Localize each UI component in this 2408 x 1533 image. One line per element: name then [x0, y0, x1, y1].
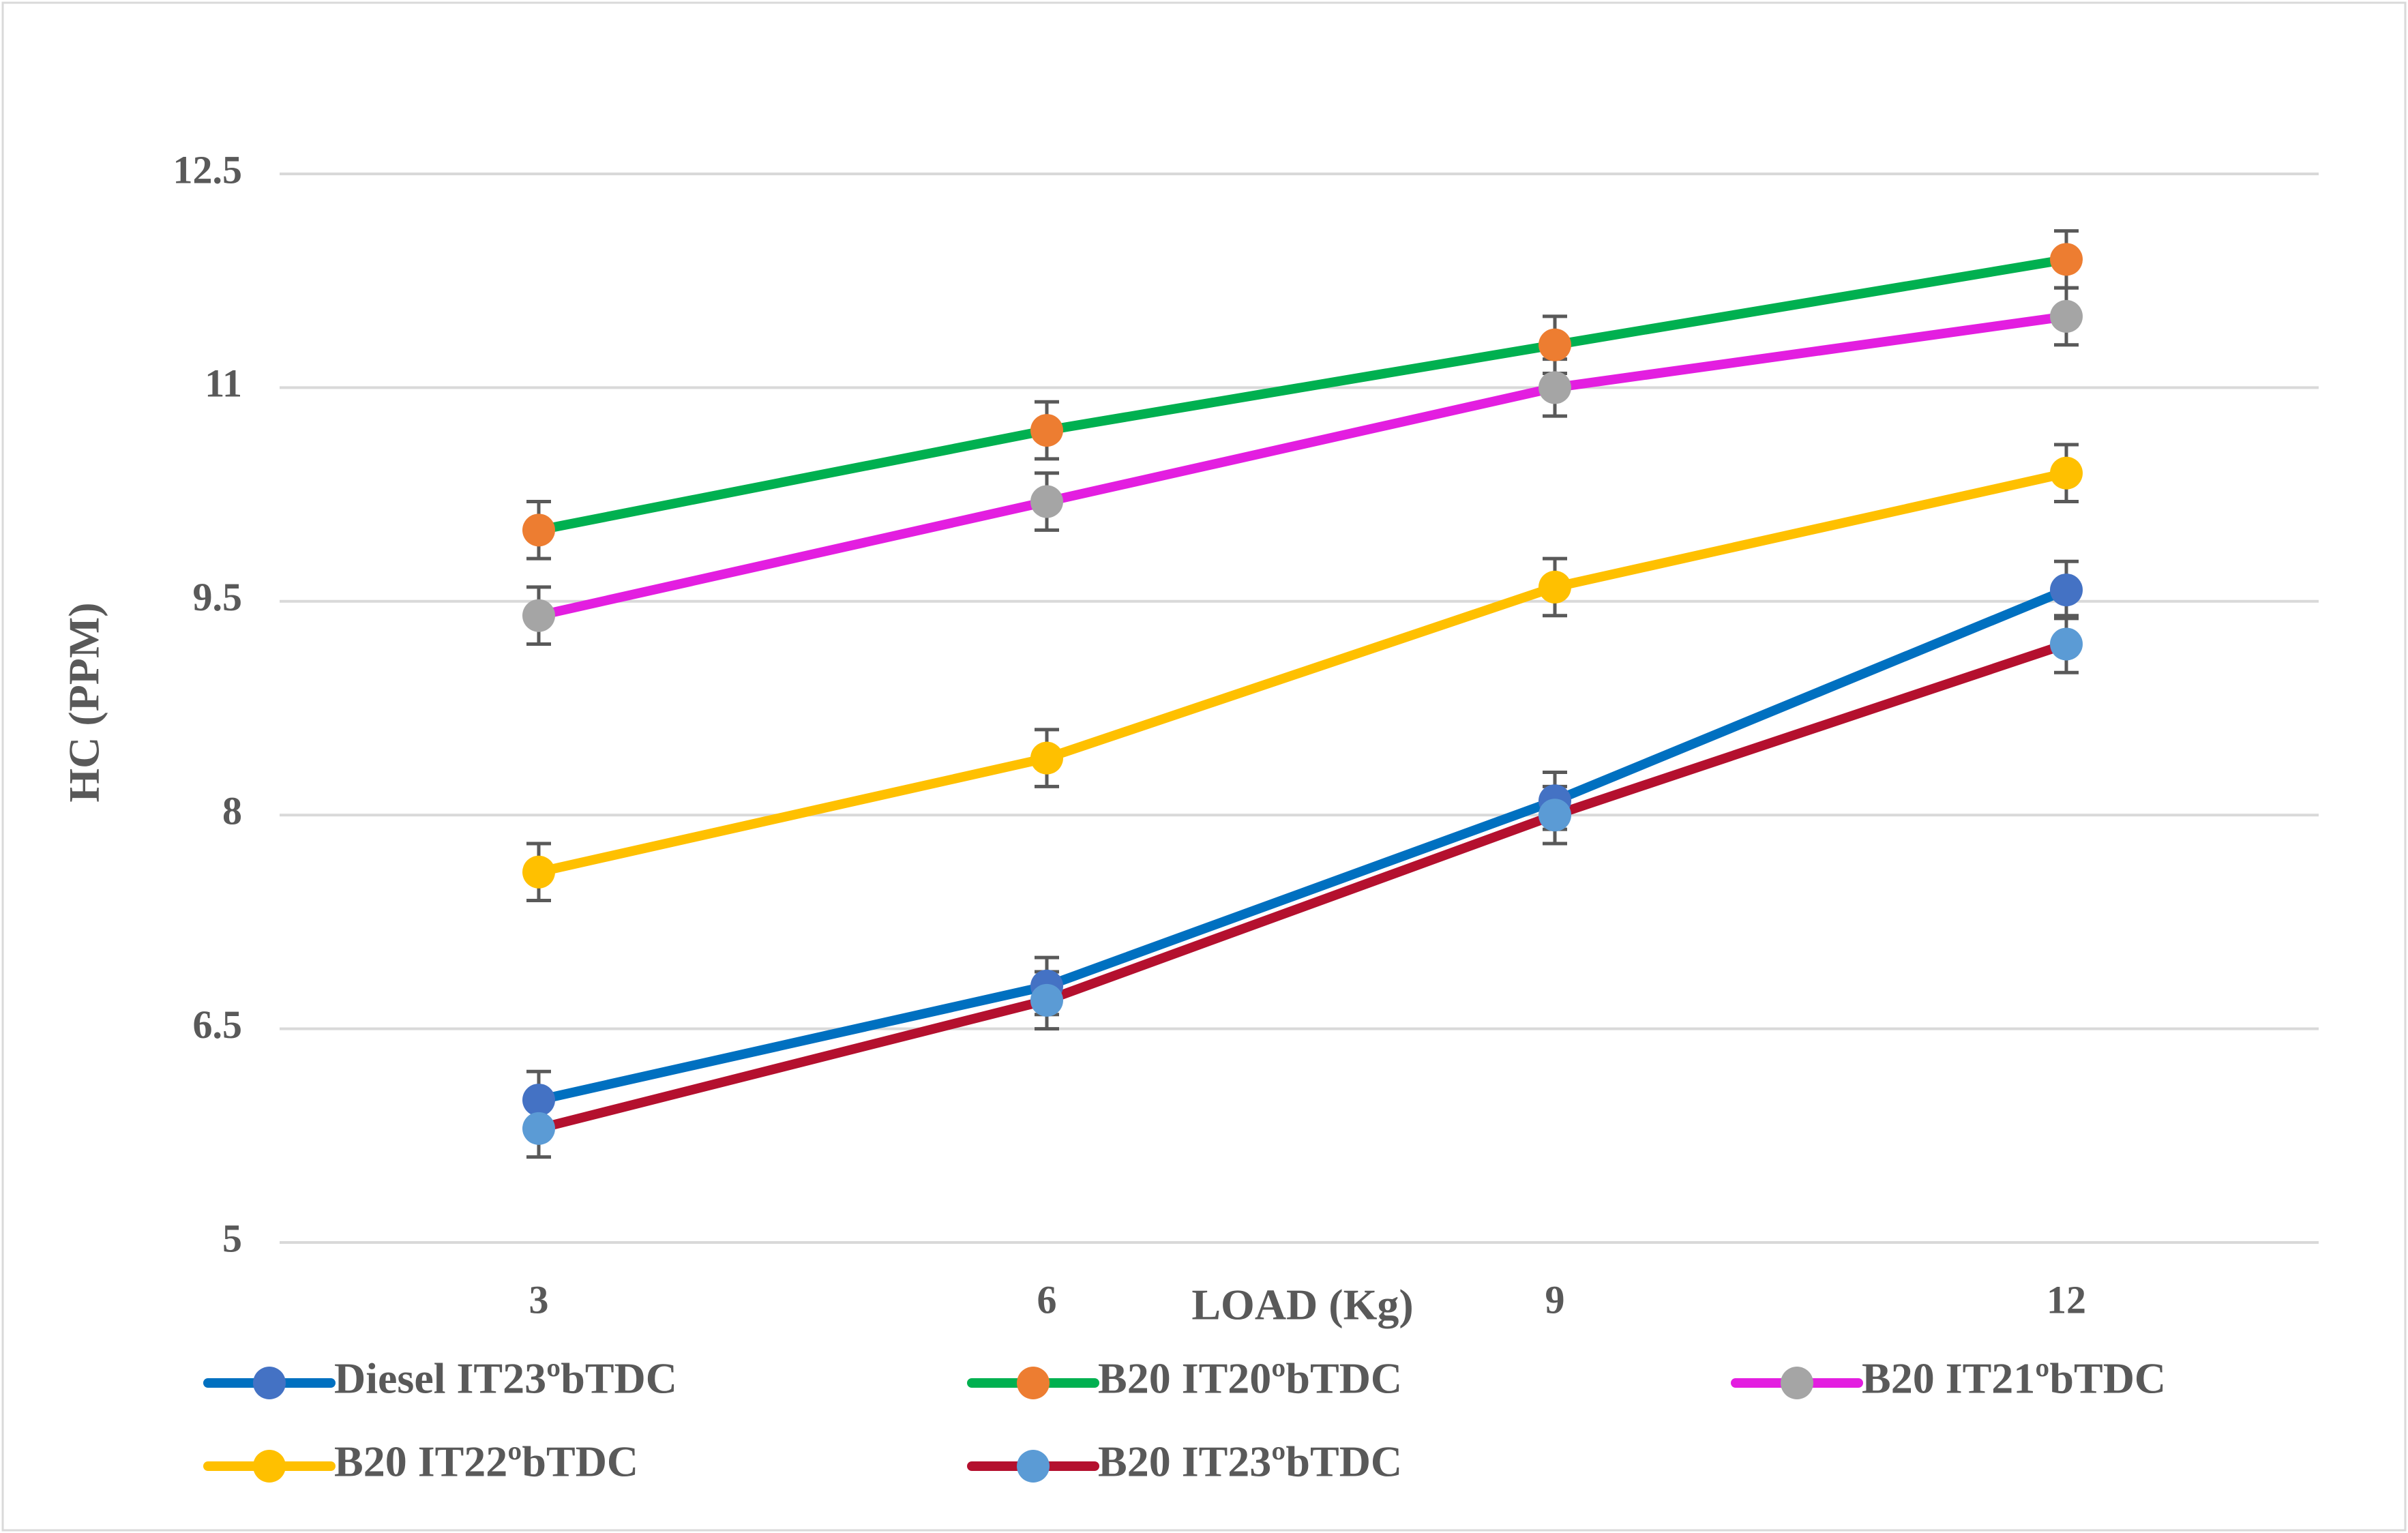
- legend-item-b20-it22-btdc: B20 IT22ºbTDC: [203, 1438, 638, 1486]
- y-tick-label-6-5: 6.5: [193, 1002, 243, 1047]
- data-point-b20-it20-btdc-12: [2050, 243, 2083, 276]
- series-line-b20-it20-btdc: [534, 254, 2071, 535]
- data-point-b20-it22-btdc-12: [2050, 456, 2083, 490]
- x-axis-title: LOAD (Kg): [1191, 1281, 1413, 1329]
- legend-marker-swatch: [253, 1367, 286, 1399]
- y-tick-label-9-5: 9.5: [193, 575, 243, 619]
- data-point-b20-it23-btdc-9: [1539, 799, 1571, 832]
- legend-item-diesel-it23-btdc: Diesel IT23ºbTDC: [203, 1354, 677, 1403]
- data-point-b20-it23-btdc-12: [2050, 627, 2083, 661]
- data-point-b20-it23-btdc-6: [1030, 983, 1063, 1017]
- data-point-b20-it22-btdc-6: [1030, 741, 1063, 775]
- series-markers: [522, 243, 2083, 1145]
- data-point-b20-it22-btdc-9: [1539, 570, 1571, 604]
- data-point-b20-it20-btdc-9: [1539, 328, 1571, 361]
- legend-label: Diesel IT23ºbTDC: [334, 1354, 677, 1403]
- data-point-b20-it23-btdc-3: [522, 1112, 555, 1145]
- legend-item-b20-it20-btdc: B20 IT20ºbTDC: [967, 1354, 1402, 1403]
- data-point-diesel-it23-btdc-12: [2050, 574, 2083, 607]
- y-tick-label-8: 8: [222, 789, 242, 833]
- data-point-b20-it21-btdc-12: [2050, 299, 2083, 333]
- x-tick-label-6: 6: [1037, 1277, 1057, 1322]
- y-tick-label-12-5: 12.5: [173, 147, 243, 192]
- legend-marker-swatch: [1781, 1367, 1813, 1399]
- y-axis-title: HC (PPM): [60, 602, 108, 802]
- x-tick-label-9: 9: [1545, 1277, 1565, 1322]
- data-point-b20-it21-btdc-3: [522, 599, 555, 632]
- legend-label: B20 IT23ºbTDC: [1098, 1438, 1402, 1486]
- y-tick-label-11: 11: [205, 361, 242, 406]
- legend-label: B20 IT20ºbTDC: [1098, 1354, 1402, 1403]
- data-point-b20-it21-btdc-6: [1030, 485, 1063, 518]
- legend-label: B20 IT22ºbTDC: [334, 1438, 638, 1486]
- legend-label: B20 IT21ºbTDC: [1862, 1354, 2166, 1403]
- series-lines: [534, 254, 2071, 1133]
- series-line-b20-it23-btdc: [534, 639, 2071, 1133]
- data-point-b20-it20-btdc-3: [522, 514, 555, 547]
- data-point-b20-it22-btdc-3: [522, 855, 555, 889]
- series-line-b20-it21-btdc: [534, 311, 2071, 621]
- legend-item-b20-it21-btdc: B20 IT21ºbTDC: [1731, 1354, 2166, 1403]
- data-point-diesel-it23-btdc-3: [522, 1084, 555, 1117]
- data-point-b20-it20-btdc-6: [1030, 414, 1063, 447]
- legend-marker-swatch: [253, 1450, 286, 1483]
- legend-marker-swatch: [1017, 1450, 1050, 1483]
- series-line-diesel-it23-btdc: [534, 585, 2071, 1105]
- x-tick-label-12: 12: [2047, 1277, 2086, 1322]
- legend-item-b20-it23-btdc: B20 IT23ºbTDC: [967, 1438, 1402, 1486]
- y-tick-label-5: 5: [222, 1216, 242, 1260]
- x-tick-label-3: 3: [529, 1277, 549, 1322]
- x-axis-ticks: 3 6 9 12: [529, 1277, 2087, 1322]
- legend: Diesel IT23ºbTDC B20 IT20ºbTDC B20 IT21ºbT…: [203, 1354, 2166, 1486]
- legend-marker-swatch: [1017, 1367, 1050, 1399]
- y-axis-ticks: 5 6.5 8 9.5 11 12.5: [173, 147, 243, 1260]
- series-line-b20-it22-btdc: [534, 468, 2071, 877]
- data-point-b20-it21-btdc-9: [1539, 371, 1571, 404]
